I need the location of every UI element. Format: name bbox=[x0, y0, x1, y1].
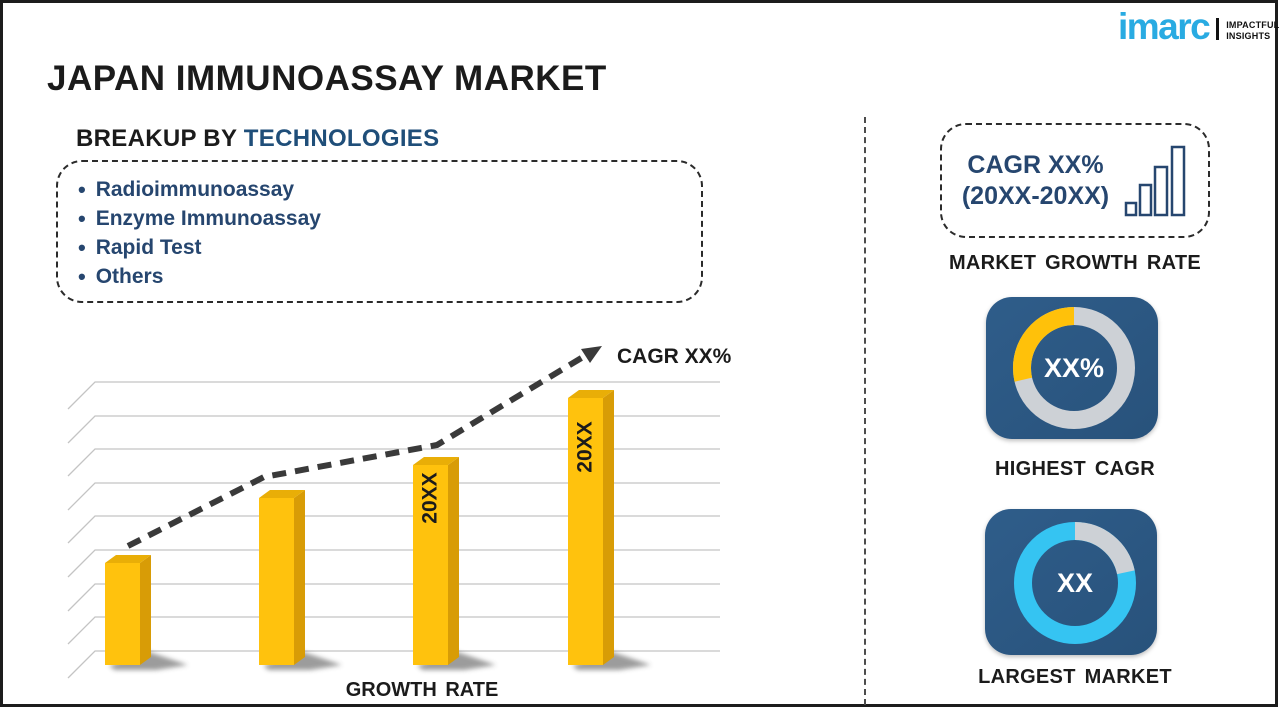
largest-market-label: LARGEST MARKET bbox=[978, 666, 1172, 688]
breakup-heading-prefix: BREAKUP BY bbox=[76, 125, 237, 152]
bar-3: 20XX bbox=[413, 457, 459, 665]
logo-tagline-line2: INSIGHTS bbox=[1226, 30, 1271, 41]
market-growth-rate-label: MARKET GROWTH RATE bbox=[948, 252, 1202, 274]
imarc-logo: imarc IMPACTFUL INSIGHTS bbox=[1118, 6, 1279, 47]
largest-market-card: XX bbox=[985, 509, 1157, 655]
cagr-summary-text: CAGR XX% (20XX-20XX) bbox=[962, 150, 1109, 211]
list-item-label: Rapid Test bbox=[95, 235, 202, 259]
technologies-list-box: • Radioimmunoassay • Enzyme Immunoassay … bbox=[56, 160, 703, 303]
bullet-icon: • bbox=[78, 176, 86, 202]
trend-cagr-label: CAGR XX% bbox=[617, 345, 732, 368]
rising-bars-icon bbox=[1124, 145, 1186, 216]
largest-market-donut: XX bbox=[1014, 522, 1136, 644]
cagr-line1: CAGR XX% bbox=[967, 151, 1104, 179]
highest-cagr-donut: XX% bbox=[1012, 307, 1135, 429]
cagr-summary-box: CAGR XX% (20XX-20XX) bbox=[940, 123, 1210, 238]
list-item: • Others bbox=[78, 262, 701, 291]
list-item: • Rapid Test bbox=[78, 233, 701, 262]
list-item: • Radioimmunoassay bbox=[78, 175, 701, 204]
cagr-line2: (20XX-20XX) bbox=[961, 181, 1110, 210]
bar-shadows bbox=[109, 651, 651, 670]
technologies-list: • Radioimmunoassay • Enzyme Immunoassay … bbox=[58, 162, 701, 291]
list-item-label: Enzyme Immunoassay bbox=[95, 206, 321, 230]
breakup-heading: BREAKUP BY TECHNOLOGIES bbox=[76, 125, 439, 153]
trend-line bbox=[126, 346, 602, 549]
logo-divider-bar bbox=[1216, 18, 1220, 41]
bar-2 bbox=[259, 490, 305, 665]
panel-divider bbox=[864, 117, 866, 705]
largest-market-value: XX bbox=[1057, 568, 1093, 598]
bullet-icon: • bbox=[78, 263, 86, 289]
bar-4: 20XX bbox=[568, 390, 614, 665]
bullet-icon: • bbox=[78, 234, 86, 260]
list-item-label: Radioimmunoassay bbox=[95, 177, 295, 201]
logo-tagline: IMPACTFUL INSIGHTS bbox=[1226, 20, 1279, 41]
arrowhead-icon bbox=[581, 346, 602, 363]
logo-tagline-line1: IMPACTFUL bbox=[1226, 20, 1280, 31]
bar-series: 20XX 20XX bbox=[105, 390, 614, 665]
bar-4-year-label: 20XX bbox=[574, 421, 597, 472]
bullet-icon: • bbox=[78, 205, 86, 231]
page-title: JAPAN IMMUNOASSAY MARKET bbox=[47, 59, 607, 98]
x-axis-label: GROWTH RATE bbox=[346, 679, 499, 701]
growth-bar-chart: 20XX 20XX CAGR XX% GROWTH RATE bbox=[40, 335, 740, 715]
list-item-label: Others bbox=[95, 264, 164, 288]
imarc-wordmark: imarc bbox=[1118, 6, 1211, 47]
bar-3-year-label: 20XX bbox=[419, 472, 442, 523]
highest-cagr-label: HIGHEST CAGR bbox=[995, 458, 1155, 480]
highest-cagr-card: XX% bbox=[986, 297, 1158, 439]
chart-gridlines bbox=[67, 381, 720, 679]
highest-cagr-value: XX% bbox=[1044, 353, 1104, 383]
breakup-heading-highlight: TECHNOLOGIES bbox=[243, 125, 440, 152]
list-item: • Enzyme Immunoassay bbox=[78, 204, 701, 233]
bar-1 bbox=[105, 555, 151, 665]
